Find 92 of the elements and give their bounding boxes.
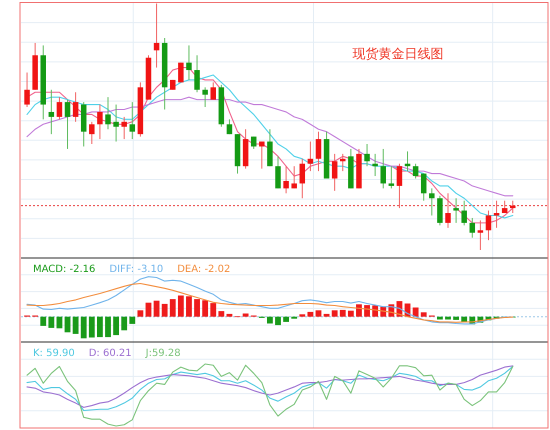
bar <box>316 310 322 317</box>
candlestick <box>332 153 338 192</box>
bar <box>129 316 136 324</box>
bar <box>186 296 192 317</box>
candlestick <box>291 166 297 189</box>
bar <box>162 304 168 317</box>
bar <box>210 303 216 317</box>
candlestick <box>510 200 516 214</box>
candlestick <box>250 136 256 150</box>
candlestick <box>412 163 418 180</box>
bar <box>453 316 460 320</box>
candlestick <box>130 102 136 140</box>
bar <box>242 314 249 317</box>
candlestick <box>470 217 476 238</box>
candlestick <box>178 62 184 83</box>
bar <box>275 316 281 326</box>
candlestick <box>48 89 54 135</box>
text: D: 60.21 <box>88 348 132 359</box>
bar <box>283 316 290 322</box>
candlestick <box>445 192 451 228</box>
candlestick <box>154 3 160 68</box>
bar <box>146 302 152 317</box>
bar <box>88 316 95 338</box>
bar <box>105 316 111 338</box>
candlestick <box>186 44 192 80</box>
bar <box>96 316 103 338</box>
candlestick <box>275 156 281 189</box>
bar <box>56 316 62 328</box>
candlestick <box>194 54 200 93</box>
bar <box>436 316 443 320</box>
candlestick <box>64 99 70 150</box>
candlestick <box>202 86 208 108</box>
bar <box>72 316 79 334</box>
candlestick <box>453 198 459 224</box>
bar <box>340 310 346 317</box>
candlestick <box>210 82 216 100</box>
candlestick <box>388 166 394 189</box>
text: 现货黄金日线图 <box>352 47 444 62</box>
text: K: 59.90 <box>33 348 75 359</box>
candlestick <box>429 188 435 216</box>
text: MACD: -2.16 <box>33 264 96 275</box>
bar <box>137 310 144 317</box>
candlestick <box>56 96 62 120</box>
candlestick <box>121 116 127 140</box>
candlestick <box>300 158 306 199</box>
candlestick <box>97 104 103 140</box>
candlestick <box>72 92 78 122</box>
candlestick <box>316 131 322 172</box>
series-label: J:59.28 <box>144 348 181 359</box>
candlestick <box>372 153 378 177</box>
bar <box>40 316 46 326</box>
series-label: DEA: -2.02 <box>177 264 230 275</box>
candlestick <box>404 150 410 172</box>
bar <box>113 316 120 336</box>
candlestick <box>113 104 119 142</box>
candlestick <box>502 200 508 214</box>
bar <box>226 314 232 317</box>
bar <box>348 310 354 317</box>
bar <box>364 305 370 317</box>
bar <box>178 296 184 317</box>
candlestick <box>259 141 265 170</box>
bar <box>324 314 330 317</box>
candlestick <box>364 144 370 167</box>
bar <box>218 311 224 317</box>
candlestick <box>396 163 402 209</box>
candlestick <box>461 200 467 226</box>
bar <box>194 299 200 317</box>
bar <box>64 316 70 332</box>
bar <box>170 299 176 317</box>
bar <box>445 316 451 320</box>
bar <box>154 300 160 317</box>
bar <box>121 316 128 330</box>
candlestick <box>340 153 346 172</box>
bar <box>307 312 314 317</box>
candlestick <box>494 200 500 228</box>
candlestick <box>105 96 111 130</box>
candlestick <box>486 210 492 241</box>
candlestick <box>226 118 232 135</box>
candlestick <box>420 173 426 202</box>
candlestick <box>24 72 30 108</box>
bar <box>266 316 273 324</box>
bar <box>356 304 362 317</box>
bar <box>461 316 468 322</box>
bar <box>80 316 87 338</box>
candlestick <box>89 121 95 145</box>
candlestick <box>380 148 386 189</box>
bar <box>48 316 54 328</box>
candlestick <box>283 166 289 194</box>
bar <box>202 300 208 317</box>
series-label: DIFF: -3.10 <box>109 264 164 275</box>
candlestick <box>308 141 314 172</box>
bar <box>412 308 419 317</box>
